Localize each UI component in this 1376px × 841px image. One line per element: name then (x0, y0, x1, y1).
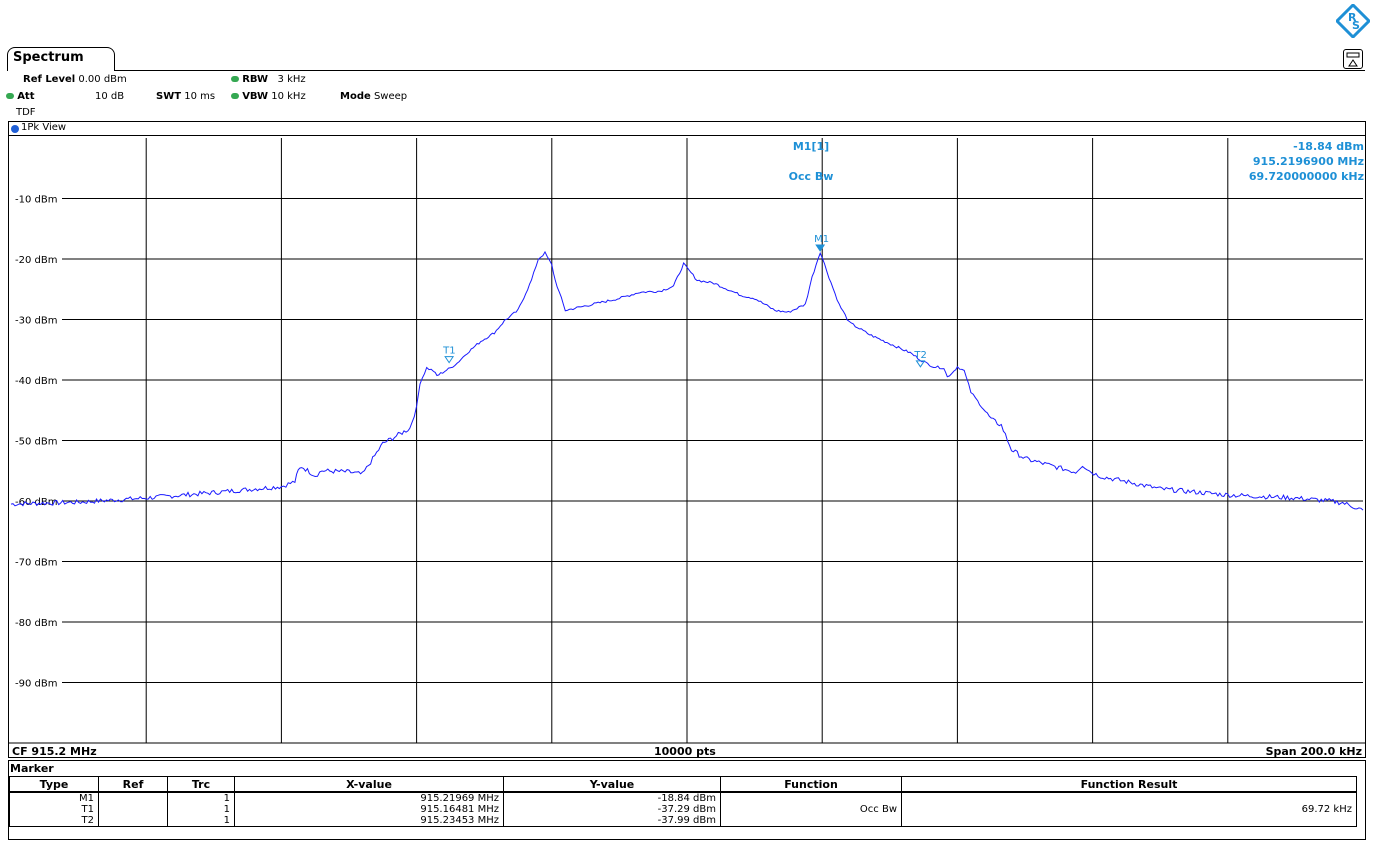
cell-type: T1 (9, 804, 99, 815)
col-xvalue: X-value (234, 776, 504, 793)
cell-trc: 1 (167, 792, 235, 804)
diagram-title-bar (9, 122, 1365, 136)
col-yvalue: Y-value (503, 776, 721, 793)
marker-table: Type Ref Trc X-value Y-value Function Fu… (9, 776, 1357, 827)
att-label: Att (17, 91, 35, 102)
occbw-readout-label: Occ Bw (788, 170, 834, 183)
view-title: 1Pk View (21, 122, 67, 133)
cell-xvalue: 915.21969 MHz (234, 792, 504, 804)
cell-type: M1 (9, 792, 99, 804)
y-tick-label: -30 dBm (15, 316, 57, 327)
center-frequency: CF 915.2 MHz (12, 745, 97, 758)
att-setting[interactable]: Att (6, 91, 35, 102)
svg-text:S: S (1352, 19, 1360, 32)
cell-trc: 1 (167, 815, 235, 827)
marker-t1-label: T1 (442, 346, 455, 357)
cell-function (720, 792, 902, 804)
cell-ref (98, 815, 168, 827)
col-ref: Ref (98, 776, 168, 793)
vbw-value: 10 kHz (271, 91, 306, 102)
marker-table-frame (8, 760, 1366, 840)
att-value: 10 dB (95, 91, 125, 102)
col-type: Type (9, 776, 99, 793)
markers-layer: M1 T1 T2 (442, 234, 927, 368)
y-tick-label: -60 dBm (15, 497, 57, 508)
tdf-indicator: TDF (16, 107, 36, 118)
col-function: Function (720, 776, 902, 793)
cell-xvalue: 915.16481 MHz (234, 804, 504, 815)
col-trc: Trc (167, 776, 235, 793)
y-tick-label: -90 dBm (15, 679, 57, 690)
cell-yvalue: -18.84 dBm (503, 792, 721, 804)
y-tick-label: -50 dBm (15, 437, 57, 448)
svg-text:R: R (1348, 11, 1357, 24)
mode-value: Sweep (373, 91, 408, 102)
col-function-result: Function Result (901, 776, 1357, 793)
y-tick-label: -10 dBm (15, 195, 57, 206)
table-row[interactable]: M1 1 915.21969 MHz -18.84 dBm (9, 792, 1357, 804)
table-row[interactable]: T2 1 915.23453 MHz -37.99 dBm (9, 815, 1357, 827)
vbw-setting[interactable]: VBW 10 kHz (231, 91, 306, 102)
cell-function-result: 69.72 kHz (901, 804, 1357, 815)
rbw-coupled-indicator-icon (231, 76, 239, 82)
vbw-coupled-indicator-icon (231, 93, 239, 99)
span: Span 200.0 kHz (1265, 745, 1362, 758)
marker-readout-label: M1[1] (792, 140, 830, 153)
att-coupled-indicator-icon (6, 93, 14, 99)
cell-type: T2 (9, 815, 99, 827)
diagram-frame (8, 121, 1366, 758)
occbw-readout-value: 69.720000000 kHz (1248, 170, 1364, 183)
cell-trc: 1 (167, 804, 235, 815)
cell-function-result (901, 792, 1357, 804)
side-panel-toggle-icon[interactable] (1343, 49, 1363, 69)
marker-readout-level: -18.84 dBm (1293, 140, 1364, 153)
cell-xvalue: 915.23453 MHz (234, 815, 504, 827)
grid-lines (9, 138, 1365, 744)
cell-yvalue: -37.29 dBm (503, 804, 721, 815)
table-row[interactable]: T1 1 915.16481 MHz -37.29 dBm Occ Bw 69.… (9, 804, 1357, 815)
cell-function (720, 815, 902, 827)
marker-t2-triangle-icon (915, 360, 926, 368)
ref-level-label: Ref Level (23, 74, 76, 85)
mode-setting[interactable]: Mode Sweep (340, 91, 407, 102)
cell-ref (98, 804, 168, 815)
swt-setting[interactable]: SWT 10 ms (156, 91, 215, 102)
vbw-label: VBW (242, 91, 269, 102)
swt-label: SWT (156, 91, 182, 102)
cell-ref (98, 792, 168, 804)
marker-t1-triangle-icon (444, 356, 455, 364)
tab-divider (115, 70, 1365, 71)
cell-yvalue: -37.99 dBm (503, 815, 721, 827)
swt-value: 10 ms (184, 91, 216, 102)
rohde-schwarz-logo: R S (1336, 4, 1370, 38)
rbw-label: RBW (242, 74, 268, 85)
tab-spectrum-label: Spectrum (13, 50, 84, 65)
cell-function-result (901, 815, 1357, 827)
y-tick-label: -40 dBm (15, 376, 57, 387)
cell-function: Occ Bw (720, 804, 902, 815)
marker-t2-label: T2 (913, 350, 926, 361)
mode-label: Mode (340, 91, 371, 102)
sweep-points: 10000 pts (654, 745, 716, 758)
y-tick-label: -20 dBm (15, 255, 57, 266)
marker-readout-frequency: 915.2196900 MHz (1252, 155, 1364, 168)
y-tick-label: -80 dBm (15, 618, 57, 629)
tab-spectrum[interactable] (7, 47, 115, 71)
marker-table-title: Marker (10, 762, 54, 775)
ref-level-value: 0.00 dBm (78, 74, 127, 85)
rbw-setting[interactable]: RBW 3 kHz (231, 74, 306, 85)
y-tick-labels: -10 dBm -20 dBm -30 dBm -40 dBm -50 dBm -60 d… (15, 195, 57, 690)
trace-indicator-icon (11, 125, 19, 133)
rbw-value: 3 kHz (277, 74, 306, 85)
marker-m1-triangle-icon (815, 244, 826, 252)
trace-line (10, 250, 1364, 511)
y-tick-label: -70 dBm (15, 558, 57, 569)
marker-m1-label: M1 (814, 234, 829, 245)
ref-level-setting[interactable]: Ref Level 0.00 dBm (23, 74, 127, 85)
